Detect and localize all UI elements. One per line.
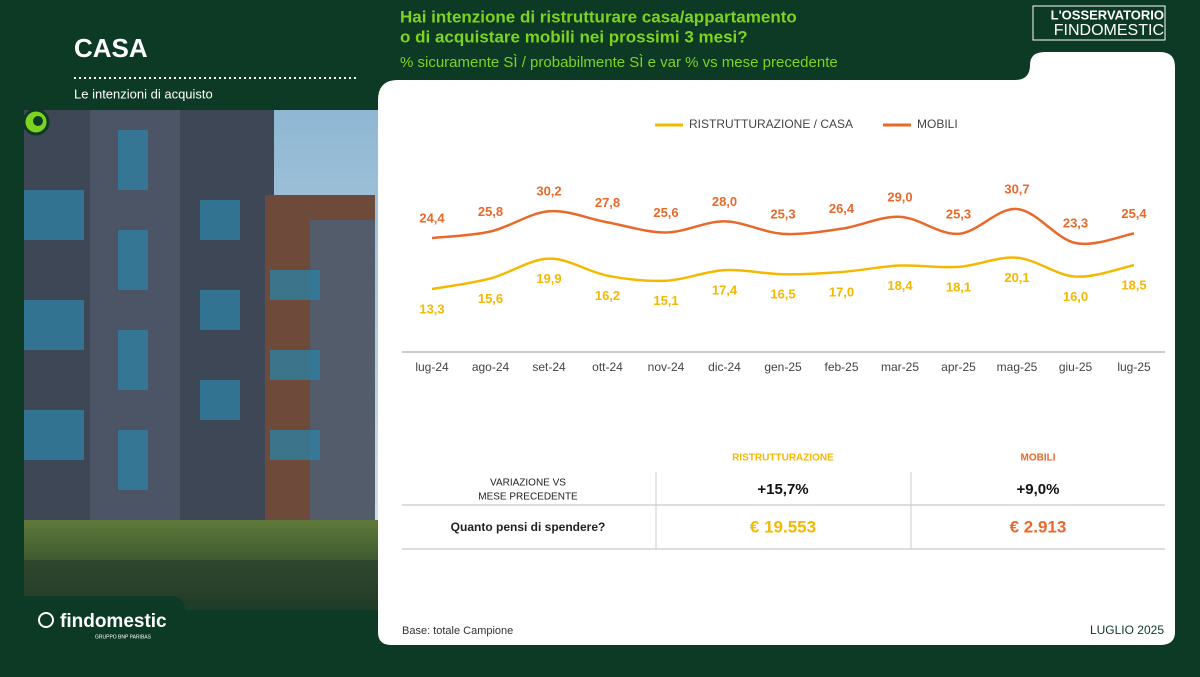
data-label: 25,8 <box>478 204 503 219</box>
x-tick-label: apr-25 <box>941 360 976 374</box>
x-tick-label: ott-24 <box>592 360 623 374</box>
data-label: 18,5 <box>1121 278 1146 293</box>
row-label: VARIAZIONE VS <box>490 478 566 489</box>
data-label: 23,3 <box>1063 215 1088 230</box>
question: Hai intenzione di ristrutturare casa/app… <box>400 7 797 26</box>
table-header: RISTRUTTURAZIONE <box>732 453 834 464</box>
measure: % sicuramente SÌ / probabilmente SÌ e va… <box>400 54 838 71</box>
data-label: 15,6 <box>478 291 503 306</box>
x-tick-label: lug-25 <box>1117 360 1151 374</box>
data-label: 25,4 <box>1121 206 1147 221</box>
data-label: 30,2 <box>536 184 561 199</box>
x-tick-label: mag-25 <box>997 360 1038 374</box>
data-label: 15,1 <box>653 293 678 308</box>
section-subtitle: Le intenzioni di acquisto <box>74 86 213 101</box>
x-tick-label: feb-25 <box>824 360 858 374</box>
data-label: 24,4 <box>419 210 445 225</box>
data-label: 27,8 <box>595 195 620 210</box>
data-label: 19,9 <box>536 271 561 286</box>
eye-pupil <box>33 116 43 126</box>
base-note: Base: totale Campione <box>402 625 513 637</box>
x-tick-label: ago-24 <box>472 360 510 374</box>
x-tick-label: dic-24 <box>708 360 741 374</box>
photo <box>24 110 378 610</box>
x-tick-label: nov-24 <box>648 360 685 374</box>
legend-label: MOBILI <box>917 117 958 131</box>
data-label: 17,0 <box>829 284 854 299</box>
table-header: MOBILI <box>1021 453 1056 464</box>
data-label: 17,4 <box>712 283 738 298</box>
data-label: 18,1 <box>946 279 971 294</box>
x-tick-label: set-24 <box>532 360 566 374</box>
brand: L'OSSERVATORIO <box>1051 7 1164 22</box>
data-label: 26,4 <box>829 201 855 216</box>
table-cell: € 2.913 <box>1010 517 1067 536</box>
table-cell: +15,7% <box>757 481 808 498</box>
brand: FINDOMESTIC <box>1054 22 1164 39</box>
brand-box <box>1032 5 1166 41</box>
x-tick-label: gen-25 <box>764 360 802 374</box>
data-label: 25,3 <box>770 206 795 221</box>
section-title: CASA <box>74 33 148 63</box>
data-label: 16,5 <box>770 287 795 302</box>
card <box>378 52 1175 645</box>
logo-icon <box>38 612 54 628</box>
row-label: MESE PRECEDENTE <box>478 492 578 503</box>
data-label: 16,0 <box>1063 289 1088 304</box>
data-label: 20,1 <box>1004 270 1029 285</box>
data-label: 18,4 <box>887 278 913 293</box>
line-series <box>431 256 1135 291</box>
table-cell: +9,0% <box>1017 481 1060 498</box>
x-tick-label: mar-25 <box>881 360 919 374</box>
data-label: 30,7 <box>1004 181 1029 196</box>
date: LUGLIO 2025 <box>1090 623 1164 637</box>
table-cell: € 19.553 <box>750 517 816 536</box>
logo-panel <box>24 596 185 650</box>
x-tick-label: giu-25 <box>1059 360 1093 374</box>
data-label: 16,2 <box>595 288 620 303</box>
data-label: 13,3 <box>419 301 444 316</box>
data-label: 28,0 <box>712 194 737 209</box>
data-label: 29,0 <box>887 189 912 204</box>
question: o di acquistare mobili nei prossimi 3 me… <box>400 27 748 46</box>
data-label: 25,3 <box>946 206 971 221</box>
legend-label: RISTRUTTURAZIONE / CASA <box>689 117 853 131</box>
data-label: 25,6 <box>653 205 678 220</box>
row-label: Quanto pensi di spendere? <box>451 520 606 534</box>
logo-sub: GRUPPO BNP PARIBAS <box>95 634 152 640</box>
logo: findomestic <box>60 611 167 632</box>
x-tick-label: lug-24 <box>415 360 449 374</box>
line-series <box>431 207 1135 246</box>
